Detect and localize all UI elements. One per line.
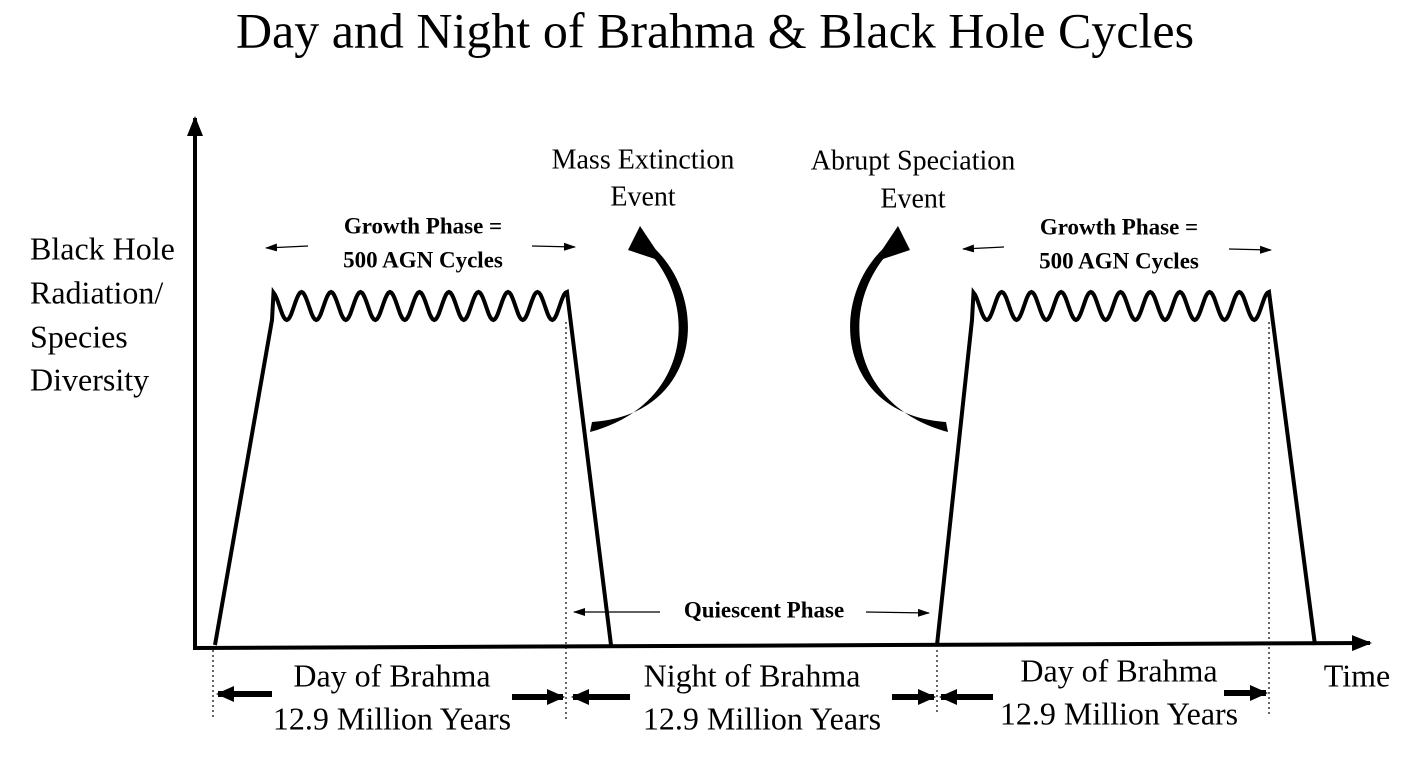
- arrow: [865, 608, 930, 617]
- arrow: [265, 243, 309, 252]
- period-name: Night of Brahma: [644, 657, 861, 693]
- event-label: Event: [880, 183, 946, 214]
- curved-arrow: [850, 246, 948, 432]
- period-duration: 12.9 Million Years: [643, 700, 881, 736]
- cycle-curve: [213, 286, 613, 646]
- quiescent-label: Quiescent Phase: [684, 597, 844, 622]
- arrow: [1228, 245, 1272, 254]
- cycle-curve: [935, 287, 1317, 646]
- y-label-line: Radiation/: [30, 274, 163, 310]
- arrowhead: [874, 226, 910, 262]
- growth-phase-label: 500 AGN Cycles: [343, 247, 503, 272]
- y-label-line: Black Hole: [30, 230, 175, 266]
- period-name: Day of Brahma: [1020, 652, 1217, 688]
- period-duration: 12.9 Million Years: [1000, 695, 1238, 731]
- y-label-line: Species: [30, 318, 128, 354]
- growth-phase-label: Growth Phase =: [1040, 214, 1198, 239]
- y-axis-label: Black Hole Radiation/ Species Diversity: [30, 230, 175, 397]
- event-label: Mass Extinction: [552, 144, 735, 175]
- period-duration: 12.9 Million Years: [273, 700, 511, 736]
- x-axis: [192, 635, 1372, 652]
- arrow: [531, 242, 576, 251]
- arrowhead: [628, 226, 664, 262]
- period-name: Day of Brahma: [293, 657, 490, 693]
- growth-phase-label: Growth Phase =: [344, 213, 502, 238]
- curved-arrow: [590, 246, 688, 432]
- arrow: [962, 244, 1005, 253]
- x-axis-label: Time: [1324, 657, 1390, 693]
- event-label: Event: [610, 181, 676, 212]
- event-label: Abrupt Speciation: [811, 145, 1016, 176]
- title: Day and Night of Brahma & Black Hole Cyc…: [236, 2, 1194, 58]
- dividers: [212, 322, 1270, 720]
- growth-phase-label: 500 AGN Cycles: [1039, 248, 1199, 273]
- y-label-line: Diversity: [30, 361, 149, 397]
